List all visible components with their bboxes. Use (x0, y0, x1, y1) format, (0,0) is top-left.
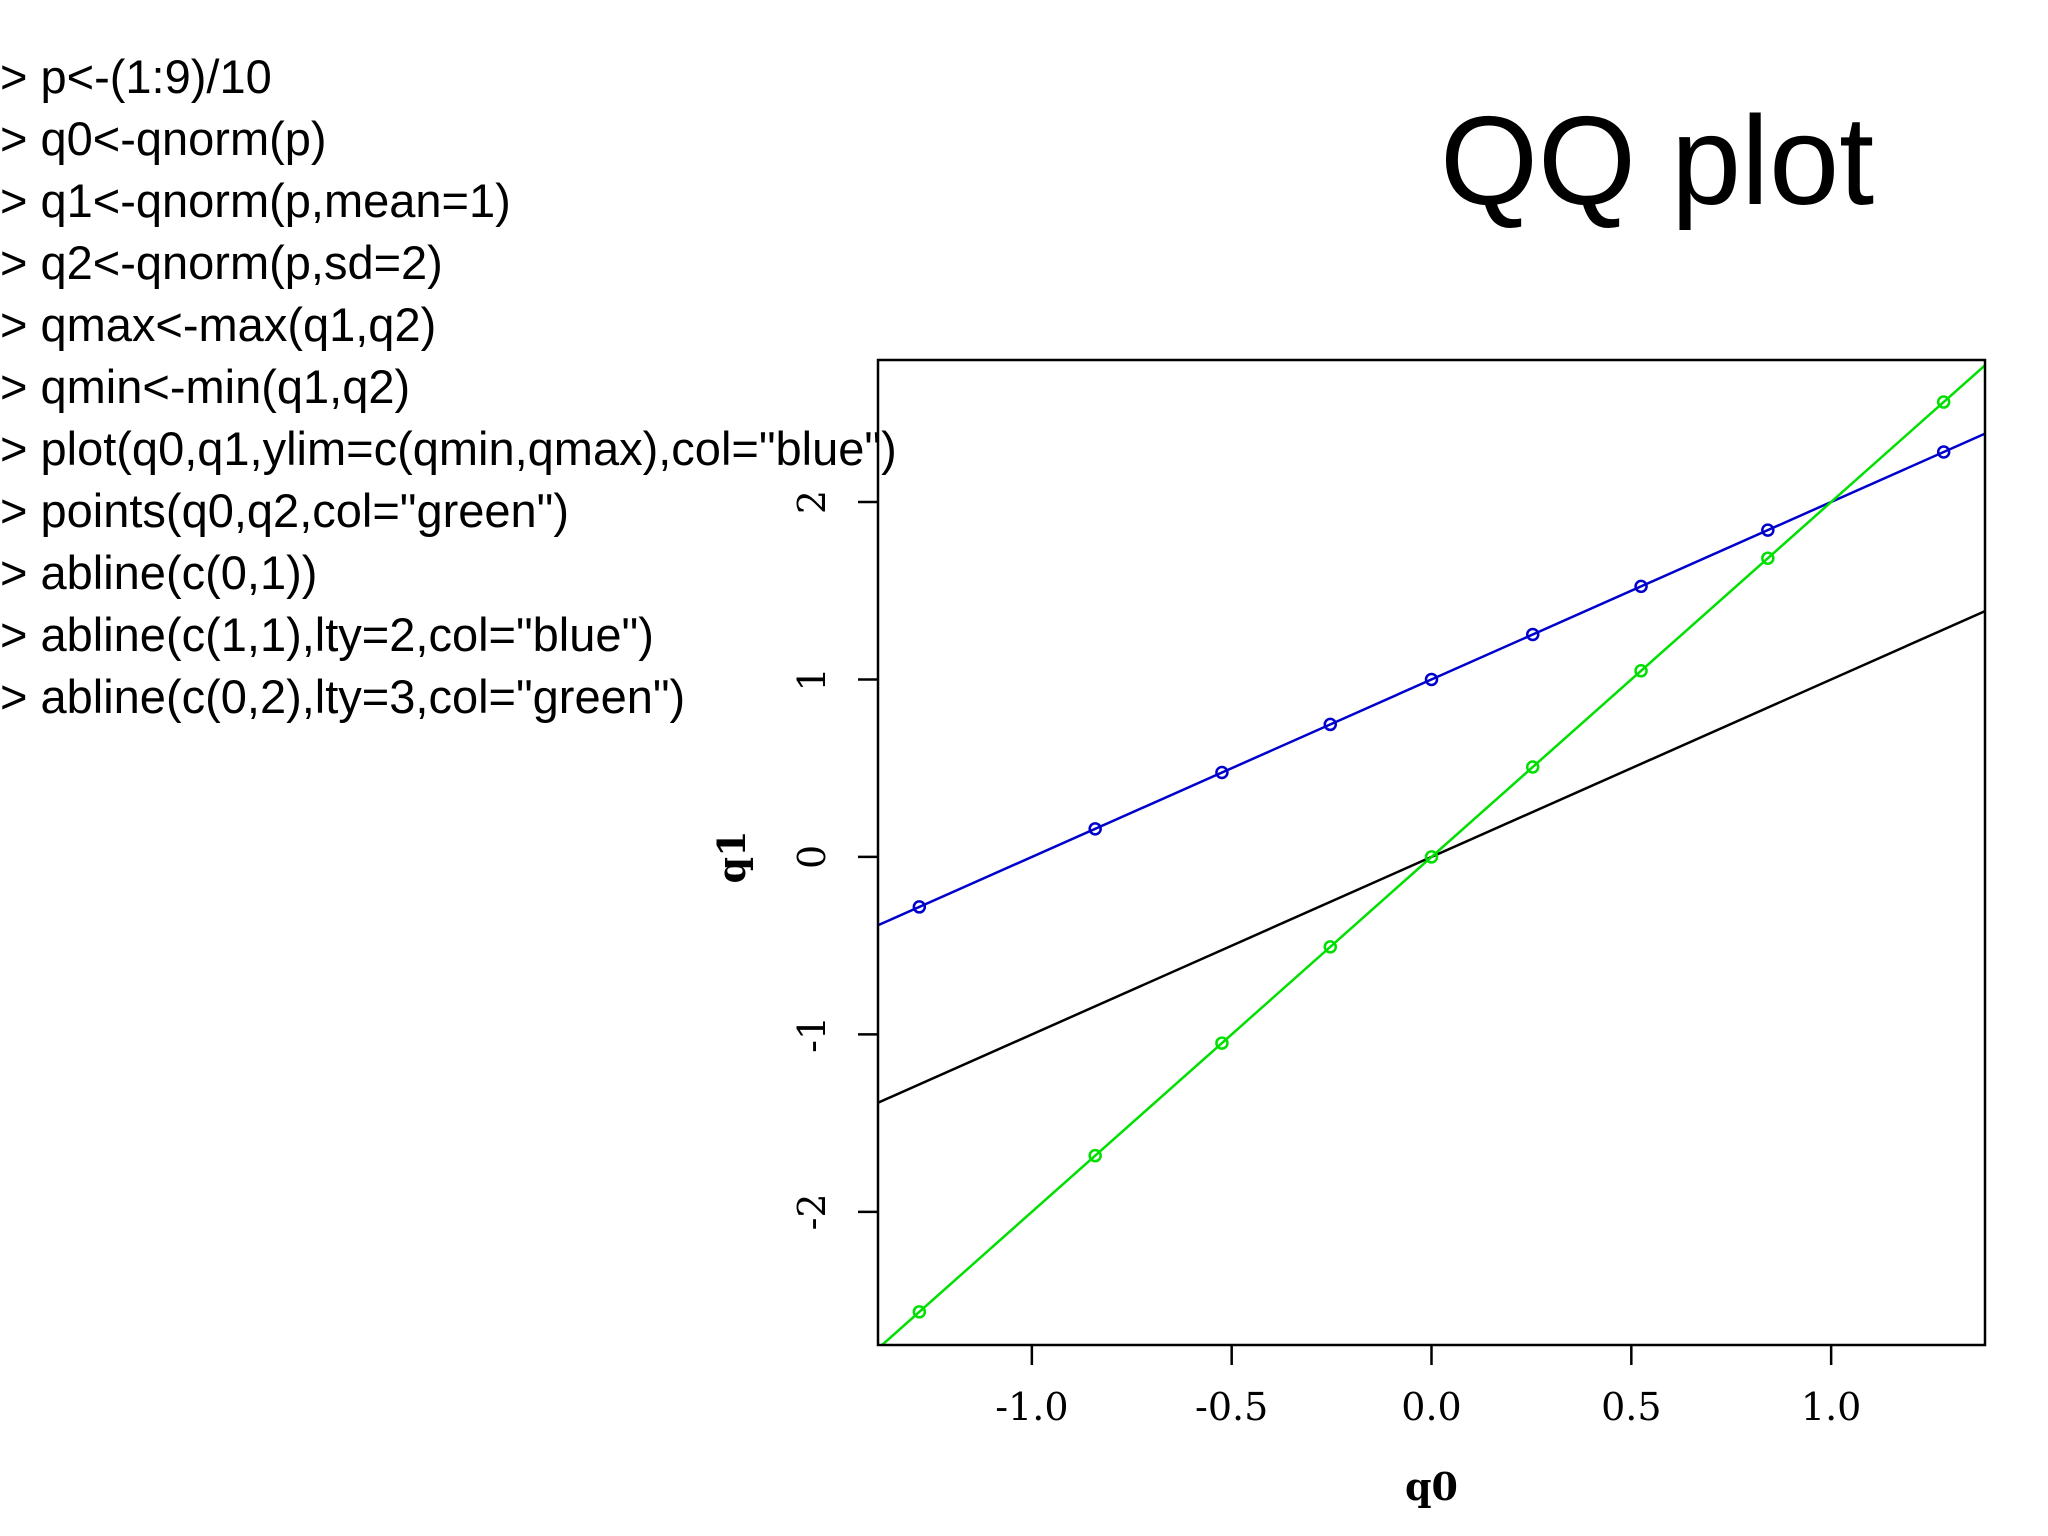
abline (878, 432, 1985, 927)
x-axis-title: q0 (1405, 1464, 1458, 1509)
y-axis: -2 -1 0 1 2 (790, 490, 878, 1230)
data-point (1088, 822, 1102, 836)
data-point (1323, 940, 1338, 954)
code-line: > qmin<-min(q1,q2) (0, 360, 411, 413)
y-tick-label: 0 (790, 845, 834, 869)
code-line: > q0<-qnorm(p) (0, 112, 327, 165)
data-point (1525, 760, 1540, 774)
code-line: > qmax<-max(q1,q2) (0, 298, 437, 351)
code-line: > plot(q0,q1,ylim=c(qmin,qmax),col="blue… (0, 422, 897, 475)
code-line: > points(q0,q2,col="green") (0, 484, 570, 537)
data-point (1936, 395, 1951, 409)
x-tick-label: 0.5 (1601, 1385, 1661, 1429)
data-point (912, 1305, 927, 1319)
data-points (912, 395, 1951, 1319)
x-tick-label: 0.0 (1401, 1385, 1461, 1429)
data-point (1761, 523, 1775, 537)
x-tick-label: 1.0 (1801, 1385, 1861, 1429)
data-point (1634, 664, 1648, 678)
data-point (1215, 765, 1229, 780)
code-line: > abline(c(0,1)) (0, 546, 318, 599)
data-point (1634, 579, 1648, 594)
data-point (912, 900, 927, 914)
data-point (1761, 551, 1775, 565)
code-line: > abline(c(0,2),lty=3,col="green") (0, 670, 686, 723)
code-line: > p<-(1:9)/10 (0, 50, 272, 103)
data-point (1323, 717, 1338, 732)
code-line: > abline(c(1,1),lty=2,col="blue") (0, 608, 654, 661)
y-tick-label: 2 (790, 490, 834, 514)
x-axis: -1.0 -0.5 0.0 0.5 1.0 (995, 1345, 1861, 1429)
x-tick-label: -0.5 (1195, 1385, 1268, 1429)
data-point (1424, 850, 1439, 864)
x-tick-label: -1.0 (995, 1385, 1068, 1429)
data-point (1936, 445, 1951, 459)
data-point (1525, 627, 1540, 642)
reference-lines (878, 364, 1985, 1345)
y-tick-label: 1 (790, 667, 834, 691)
data-point (1215, 1036, 1229, 1050)
y-tick-label: -1 (790, 1016, 834, 1053)
data-point (1424, 672, 1439, 687)
slide-title: QQ plot (1440, 90, 1875, 231)
code-line: > q1<-qnorm(p,mean=1) (0, 174, 511, 227)
y-axis-title: q1 (709, 830, 754, 883)
r-code-block: > p<-(1:9)/10 > q0<-qnorm(p) > q1<-qnorm(p… (0, 46, 897, 728)
code-line: > q2<-qnorm(p,sd=2) (0, 236, 443, 289)
data-point (1088, 1148, 1102, 1163)
y-tick-label: -2 (790, 1193, 834, 1230)
abline (880, 364, 1985, 1345)
